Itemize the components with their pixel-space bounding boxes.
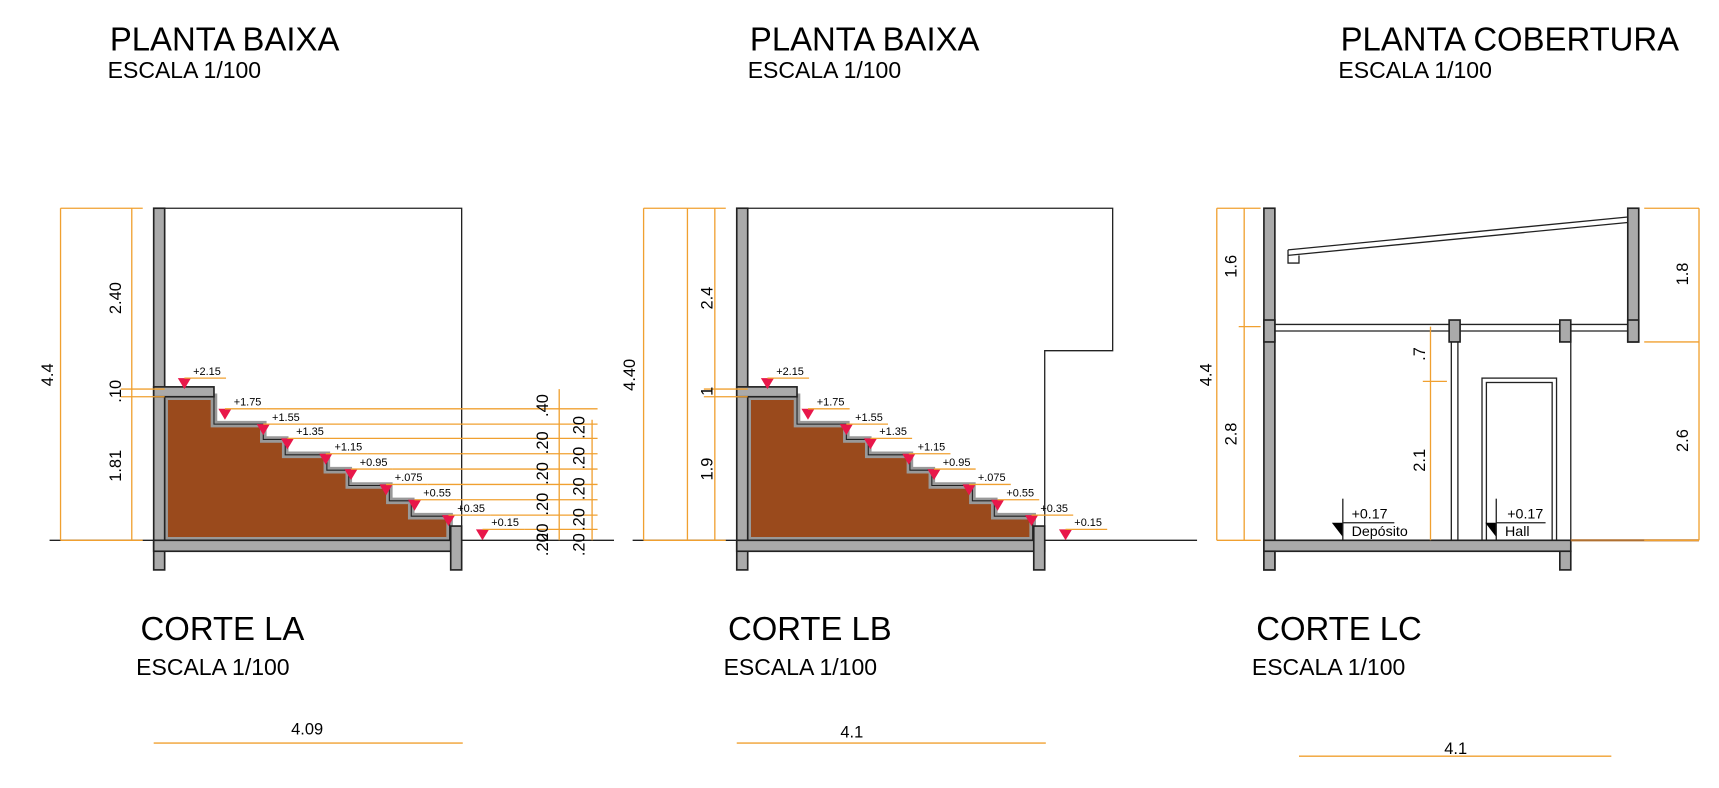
level-label: +0.15 [491, 517, 519, 529]
room-name: Hall [1505, 524, 1530, 540]
dimension: .20 [570, 447, 588, 470]
level-marker [441, 515, 456, 527]
section-scale: ESCALA 1/100 [136, 654, 289, 680]
outline [164, 207, 463, 527]
section-title: CORTE LC [1256, 610, 1422, 647]
dimension: 1.81 [107, 450, 125, 482]
section-title: CORTE LB [728, 610, 892, 647]
level-label: +1.75 [817, 397, 845, 409]
room-level: +0.17 [1352, 506, 1388, 522]
section-lc [1216, 207, 1700, 757]
level-marker [760, 378, 775, 390]
dimension: 2.40 [107, 282, 125, 314]
level-marker [927, 469, 941, 481]
level-marker [379, 484, 393, 496]
level-marker [407, 499, 422, 511]
level-marker [863, 438, 878, 450]
wall [449, 525, 463, 571]
level-label: +1.55 [855, 412, 883, 424]
plan-title: PLANTA BAIXA [750, 20, 980, 57]
plan-title: PLANTA BAIXA [110, 20, 340, 57]
dimension: .10 [107, 380, 125, 403]
dimension: 2.1 [1411, 449, 1429, 472]
level-marker [962, 484, 976, 496]
plan-scale: ESCALA 1/100 [748, 57, 901, 83]
level-label: +0.15 [1074, 517, 1102, 529]
level-label: +0.35 [457, 503, 485, 515]
dimension: 4.4 [1197, 363, 1215, 386]
dimension: .20 [534, 523, 552, 546]
dimension: 2.6 [1674, 429, 1692, 452]
dimension: 1.6 [1223, 255, 1241, 278]
level-label: +0.55 [1006, 487, 1034, 499]
wall [1032, 525, 1046, 571]
level-label: +0.35 [1040, 503, 1068, 515]
dimension: .20 [534, 431, 552, 454]
dimension: .20 [534, 462, 552, 485]
level-marker [344, 469, 358, 481]
level-marker [475, 529, 490, 541]
dimension: .20 [534, 493, 552, 516]
dimension: .20 [570, 533, 588, 556]
width-dimension: 4.1 [840, 724, 863, 742]
dimension: .40 [534, 394, 552, 417]
dimension: 1 [699, 387, 717, 396]
plan-scale: ESCALA 1/100 [108, 57, 261, 83]
level-marker [902, 453, 916, 465]
width-dimension: 4.09 [291, 720, 323, 738]
dimension: 1.8 [1674, 263, 1692, 286]
dimension: .20 [570, 477, 588, 500]
dimension: .20 [570, 416, 588, 439]
step-top [735, 386, 798, 398]
section-scale: ESCALA 1/100 [1252, 654, 1405, 680]
step-top [152, 386, 215, 398]
level-label: +2.15 [776, 366, 804, 378]
width-dimension: 4.1 [1444, 740, 1467, 758]
level-marker [280, 438, 294, 450]
level-label: +1.35 [879, 426, 907, 438]
dimension: .20 [534, 533, 552, 556]
level-label: +1.55 [272, 412, 300, 424]
level-label: +1.15 [335, 441, 363, 453]
level-marker [218, 408, 232, 420]
level-label: +1.35 [296, 426, 324, 438]
level-label: +1.15 [918, 441, 946, 453]
level-marker [991, 499, 1005, 511]
level-marker [1058, 529, 1073, 541]
level-label: +.075 [395, 472, 423, 484]
section-title: CORTE LA [141, 610, 305, 647]
level-label: +0.95 [943, 457, 971, 469]
plan-title: PLANTA COBERTURA [1341, 20, 1679, 57]
level-label: +2.15 [193, 366, 221, 378]
stair-section: +2.15 +1.75 +1.55 +1.35 +1.15 +0.95 +.075+0.55… [621, 207, 1198, 744]
level-label: +1.75 [234, 397, 262, 409]
slab [152, 539, 463, 553]
dimension: 2.8 [1223, 423, 1241, 446]
dimension: 2.4 [699, 287, 717, 310]
level-marker [319, 453, 333, 465]
dimension: 4.40 [621, 359, 639, 391]
room-name: Depósito [1352, 524, 1408, 540]
dimension: .20 [570, 508, 588, 531]
room-level: +0.17 [1507, 506, 1543, 522]
level-label: +.075 [978, 472, 1006, 484]
stair-section: +2.15 +1.75 +1.55 +1.35 +1.15 +0.95 +.075+0.55… [39, 207, 615, 744]
outline [747, 207, 1114, 527]
dimension: 1.9 [699, 458, 717, 481]
dimension: 4.4 [39, 363, 57, 386]
slab [735, 539, 1046, 553]
level-marker [177, 378, 191, 390]
level-marker [839, 424, 853, 436]
level-marker [801, 408, 815, 420]
level-marker [1024, 515, 1039, 527]
dimension: .7 [1411, 347, 1429, 361]
section-scale: ESCALA 1/100 [724, 654, 877, 680]
level-label: +0.95 [360, 457, 388, 469]
level-marker [256, 424, 270, 436]
level-label: +0.55 [423, 487, 451, 499]
stair [744, 393, 1036, 544]
plan-scale: ESCALA 1/100 [1338, 57, 1491, 83]
